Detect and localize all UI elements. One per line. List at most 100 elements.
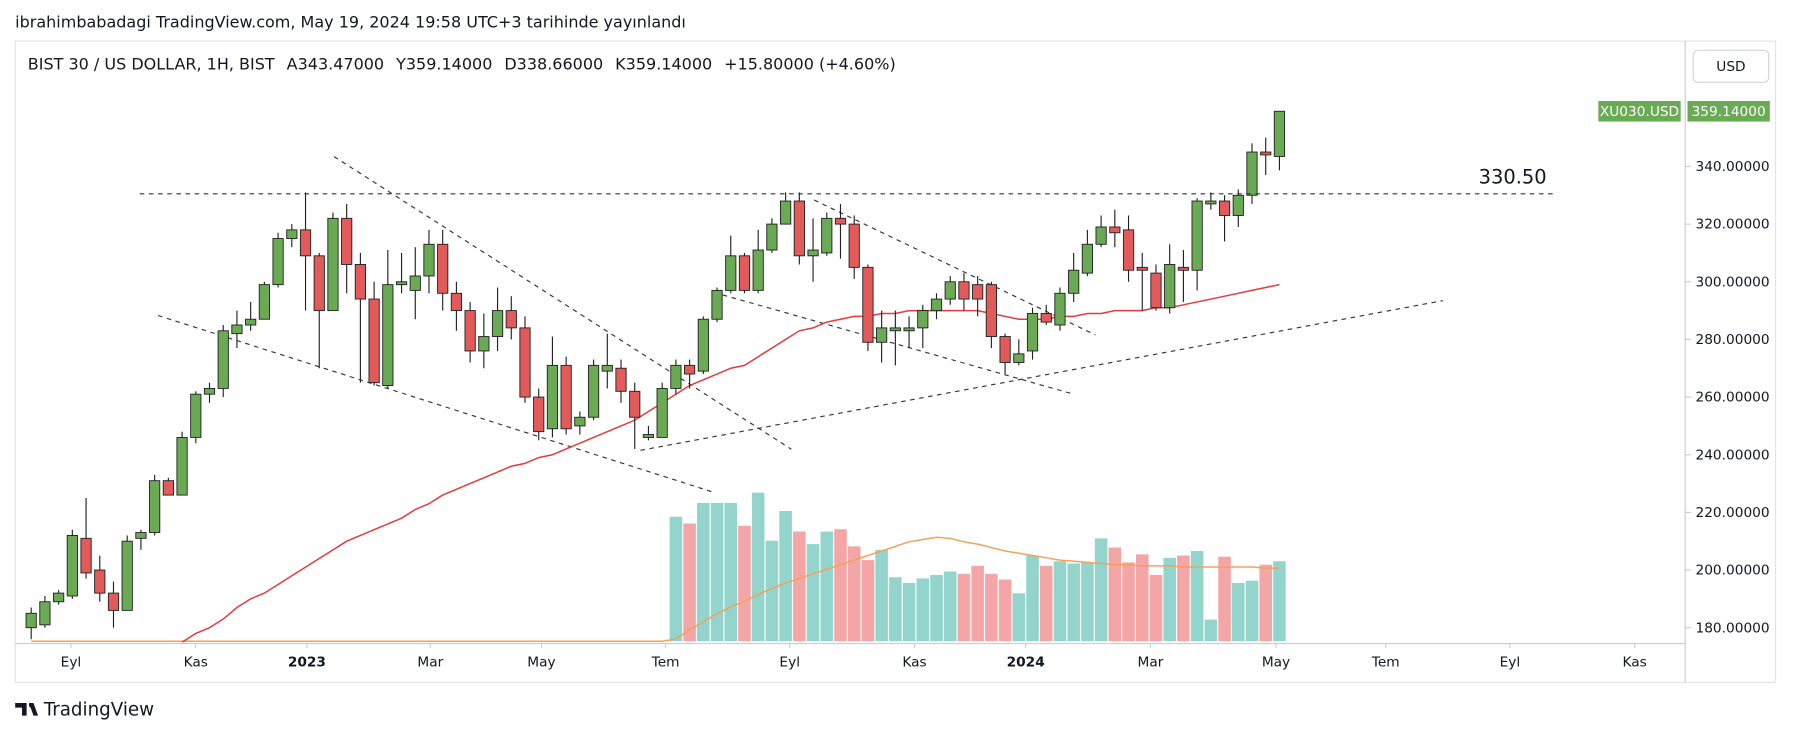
brand: TradingView [43, 700, 154, 721]
volume-bar [930, 574, 943, 642]
candle-body [135, 532, 147, 539]
volume-bar [710, 502, 724, 642]
logo-dot [28, 702, 34, 708]
candle-body [1095, 226, 1107, 245]
candle-body [272, 238, 284, 286]
volume-bar [971, 565, 984, 642]
volume-bar [985, 573, 998, 642]
x-tick-label: Eyl [1500, 654, 1521, 670]
trendline [813, 199, 1096, 336]
volume-bar [820, 531, 834, 642]
title: BIST 30 / US DOLLAR, 1H, BIST [28, 55, 275, 74]
candle-body [1026, 313, 1039, 352]
ohlc-value: 343.47000 [298, 55, 385, 74]
level-label: 330.50 [1479, 166, 1547, 189]
candle-body [25, 612, 37, 629]
candle-body [1191, 200, 1203, 271]
candle-body [629, 390, 641, 418]
indicator-lines [31, 283, 1280, 643]
ohlc-key: Y [395, 55, 406, 74]
candle-body [313, 255, 325, 312]
trendlines [157, 156, 1443, 493]
candle-body [1164, 264, 1176, 309]
x-tick-label: Mar [417, 654, 443, 670]
candle-body [1040, 313, 1052, 323]
chart-frame [14, 40, 1777, 683]
volume-bar [1259, 564, 1273, 642]
candle-body [944, 281, 956, 300]
candle-body [930, 298, 943, 312]
volume-bar [1108, 547, 1122, 642]
candle-body [39, 601, 51, 626]
x-tick-label: Mar [1138, 654, 1164, 670]
ohlc-value: 338.66000 [517, 55, 604, 74]
volume-bar [1067, 563, 1080, 642]
volume-bar [916, 578, 930, 642]
volume-bar [902, 582, 916, 642]
trendline [640, 300, 1443, 451]
volume-bar [683, 523, 696, 642]
x-tick-label: May [527, 654, 555, 670]
volume-bar [724, 502, 738, 642]
candle-body [368, 298, 380, 384]
candle-body [1232, 194, 1244, 216]
candle-body [53, 592, 65, 603]
volume-bar [1177, 555, 1190, 642]
ohlc-value: 359.14000 [626, 55, 713, 74]
candle-body [670, 364, 682, 389]
candle-body [478, 336, 490, 352]
candle-body [409, 275, 421, 291]
candle-body [505, 310, 517, 329]
candle-body [999, 336, 1011, 363]
volume-bar [697, 502, 710, 642]
volume-bar [779, 510, 792, 642]
candle-body [601, 364, 613, 372]
volume-bar [738, 525, 751, 642]
y-tick-label: 240.00000 [1696, 447, 1770, 463]
candle-body [1013, 353, 1025, 363]
candle-body [231, 324, 243, 335]
last-price-bg [1687, 100, 1770, 122]
volume-bar [806, 544, 820, 642]
ohlc-key: A [287, 55, 298, 74]
currency[interactable]: USD [1716, 59, 1745, 75]
volume-bar [834, 529, 847, 642]
candle-body [1122, 229, 1135, 271]
volume-bar [847, 546, 861, 642]
x-tick-label: May [1262, 654, 1290, 670]
x-tick-label: 2024 [1007, 654, 1045, 670]
volume-bar [943, 571, 957, 642]
candle-body [546, 364, 559, 430]
candle-body [889, 327, 901, 332]
currency-button[interactable] [1692, 49, 1770, 83]
candle-body [1260, 151, 1272, 156]
y-tick-label: 340.00000 [1696, 159, 1770, 175]
candle-body [656, 387, 668, 438]
candle-body [574, 416, 586, 427]
ohlc-key: K [615, 55, 626, 74]
candle-body [1054, 292, 1066, 326]
candle-body [327, 217, 339, 312]
volume-bar [793, 531, 806, 642]
footer-logo [15, 702, 39, 716]
candle-body [121, 540, 133, 611]
candle-body [738, 255, 751, 291]
volume-bar [1245, 580, 1259, 642]
volume-bar [1053, 561, 1067, 642]
x-tick-label: Eyl [61, 654, 82, 670]
candle-body [341, 217, 353, 265]
volume-bar [1081, 562, 1094, 642]
volume-bar [957, 573, 971, 642]
candle-body [491, 310, 504, 337]
volume-bar [1094, 538, 1108, 642]
candle-body [286, 229, 298, 239]
symbol-label-bg [1598, 100, 1681, 122]
candle-body [1177, 266, 1190, 271]
candle-body [382, 284, 394, 386]
y-tick-label: 220.00000 [1696, 505, 1770, 521]
volume-bar [1273, 561, 1286, 642]
volume-bar [889, 577, 902, 642]
trendline [722, 294, 1071, 394]
published-note: ibrahimbabadagi TradingView.com, May 19,… [15, 12, 686, 31]
candle-body [1081, 243, 1093, 274]
